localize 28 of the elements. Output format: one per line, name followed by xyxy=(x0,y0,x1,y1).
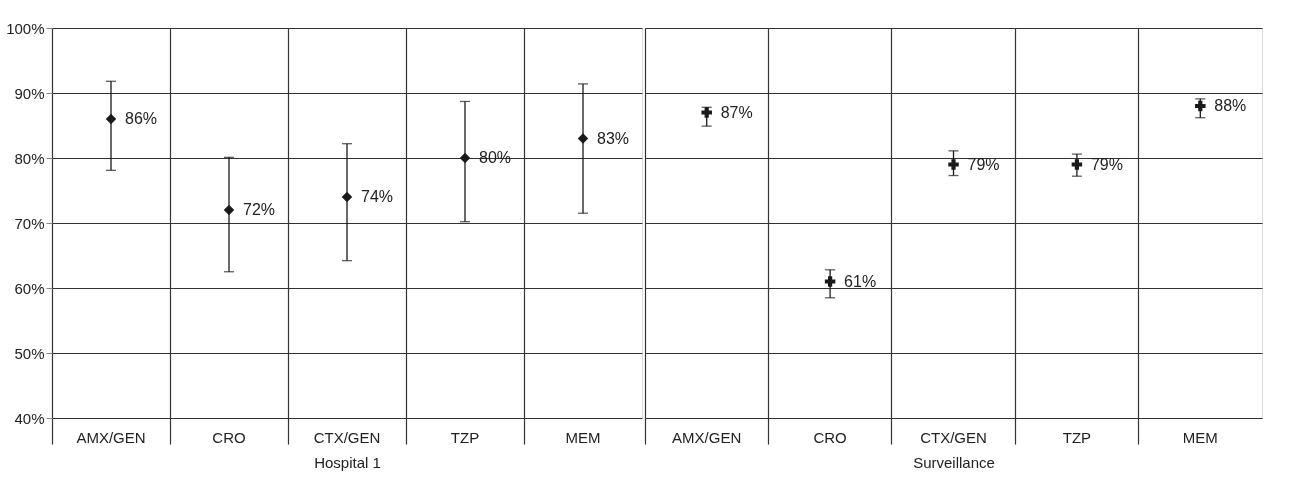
x-tick-label: AMX/GEN xyxy=(76,428,146,446)
y-tick-label: 60% xyxy=(14,279,45,297)
data-label: 61% xyxy=(844,272,877,290)
data-label: 74% xyxy=(361,188,394,205)
data-label: 79% xyxy=(1090,155,1123,173)
data-label: 83% xyxy=(597,129,630,147)
x-tick-label: MEM xyxy=(565,428,601,446)
x-tick-label: TZP xyxy=(450,428,480,446)
x-axis-title: Surveillance xyxy=(913,453,995,471)
x-tick-label: CRO xyxy=(813,428,847,446)
x-tick-label: MEM xyxy=(1182,428,1218,446)
x-tick-label: CRO xyxy=(212,428,246,446)
y-tick-label: 70% xyxy=(14,214,45,232)
y-tick-label: 50% xyxy=(14,344,45,362)
data-label: 88% xyxy=(1214,97,1247,114)
x-axis-title: Hospital 1 xyxy=(314,453,381,471)
x-tick-label: AMX/GEN xyxy=(672,428,742,446)
y-tick-label: 80% xyxy=(14,149,45,167)
y-tick-label: 90% xyxy=(14,84,45,102)
x-tick-label: TZP xyxy=(1062,428,1092,446)
x-tick-label: CTX/GEN xyxy=(313,428,381,446)
x-tick-label: CTX/GEN xyxy=(920,428,987,446)
data-label: 72% xyxy=(243,201,276,218)
data-label: 79% xyxy=(967,155,1000,173)
y-tick-label: 100% xyxy=(6,19,45,37)
data-label: 86% xyxy=(125,110,158,127)
data-label: 87% xyxy=(720,103,753,121)
y-tick-label: 40% xyxy=(14,409,45,427)
